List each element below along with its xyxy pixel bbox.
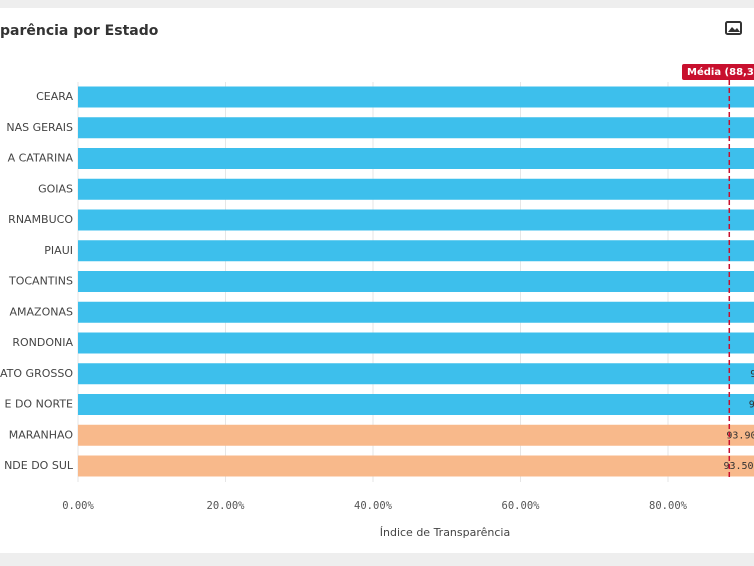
mean-label: Média (88,31	[682, 64, 754, 80]
y-tick-label: NDE DO SUL	[4, 459, 74, 472]
x-tick-label: 80.00%	[649, 500, 688, 512]
image-icon[interactable]	[725, 21, 742, 35]
mean-label-box	[682, 64, 754, 80]
y-tick-label: E DO NORTE	[5, 398, 74, 411]
bar	[78, 424, 754, 446]
bar	[78, 86, 754, 108]
y-tick-label: CEARA	[36, 90, 73, 103]
bar	[78, 301, 754, 323]
data-label: 93.50	[723, 461, 753, 472]
y-tick-label: RNAMBUCO	[8, 213, 73, 226]
y-tick-label: A CATARINA	[8, 152, 74, 165]
x-tick-label: 0.00%	[62, 500, 94, 512]
data-label: 93.90	[726, 430, 754, 441]
data-label: 95.	[750, 369, 754, 380]
mean-label-text: Média (88,31	[687, 66, 754, 78]
y-tick-label: ATO GROSSO	[0, 367, 73, 380]
bar	[78, 363, 754, 385]
y-tick-label: PIAUI	[44, 244, 73, 257]
chart-title: parência por Estado	[0, 23, 159, 39]
bar	[78, 240, 754, 262]
y-tick-label: RONDONIA	[12, 336, 73, 349]
bar	[78, 455, 754, 477]
bar	[78, 117, 754, 139]
y-tick-label: MARANHAO	[9, 428, 74, 441]
x-axis-title: Índice de Transparência	[380, 526, 510, 539]
x-tick-label: 60.00%	[502, 500, 541, 512]
y-tick-label: NAS GERAIS	[6, 121, 73, 134]
data-label: 95.	[749, 400, 754, 411]
y-tick-label: GOIAS	[38, 182, 73, 195]
bar	[78, 394, 754, 415]
bar	[78, 332, 754, 354]
y-tick-label: AMAZONAS	[10, 305, 73, 318]
bar	[78, 209, 754, 231]
bar	[78, 178, 754, 200]
y-tick-label: TOCANTINS	[8, 275, 73, 288]
x-tick-label: 40.00%	[354, 500, 393, 512]
x-tick-label: 20.00%	[207, 500, 246, 512]
bar	[78, 271, 754, 292]
bar	[78, 148, 754, 169]
